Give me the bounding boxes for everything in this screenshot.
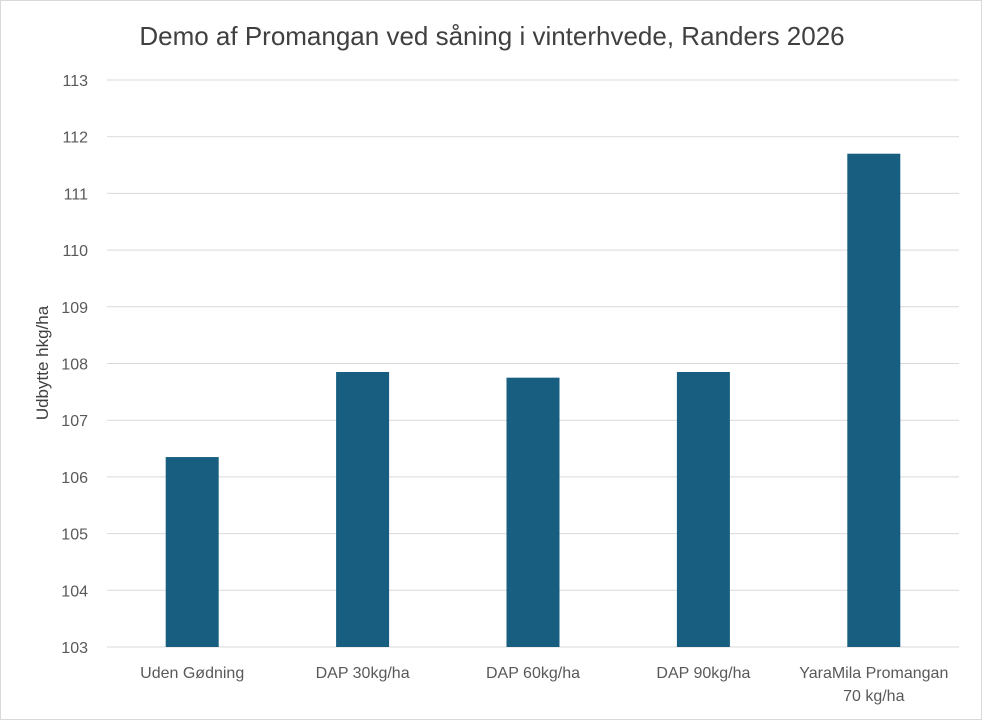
x-tick-label: DAP 90kg/ha [656, 665, 750, 682]
bar [506, 377, 560, 647]
bar [676, 372, 730, 647]
y-tick-label: 105 [61, 527, 88, 544]
y-tick-label: 103 [61, 640, 88, 657]
x-tick-label-line: Uden Gødning [140, 665, 244, 682]
y-tick-label: 104 [61, 583, 88, 600]
y-tick-label: 111 [64, 186, 88, 203]
x-tick-label-line: 70 kg/ha [843, 688, 904, 705]
x-tick-label: Uden Gødning [140, 665, 244, 682]
y-tick-label: 106 [61, 470, 88, 487]
x-tick-label-line: YaraMila Promangan [799, 665, 948, 682]
chart-title: Demo af Promangan ved såning i vinterhve… [139, 21, 845, 51]
y-tick-label: 107 [61, 413, 88, 430]
x-tick-label-line: DAP 90kg/ha [656, 665, 750, 682]
x-tick-label-line: DAP 30kg/ha [316, 665, 410, 682]
bar [165, 457, 219, 647]
y-tick-label: 109 [61, 300, 88, 317]
y-tick-label: 108 [61, 357, 88, 374]
bar [847, 153, 901, 647]
y-tick-label: 110 [62, 243, 88, 260]
x-tick-label: DAP 60kg/ha [486, 665, 580, 682]
bar [336, 372, 390, 647]
y-tick-label: 113 [62, 73, 88, 90]
x-tick-label: DAP 30kg/ha [316, 665, 410, 682]
x-tick-label-line: DAP 60kg/ha [486, 665, 580, 682]
y-tick-label: 112 [62, 130, 88, 147]
x-tick-label: YaraMila Promangan 70 kg/ha [799, 665, 948, 705]
